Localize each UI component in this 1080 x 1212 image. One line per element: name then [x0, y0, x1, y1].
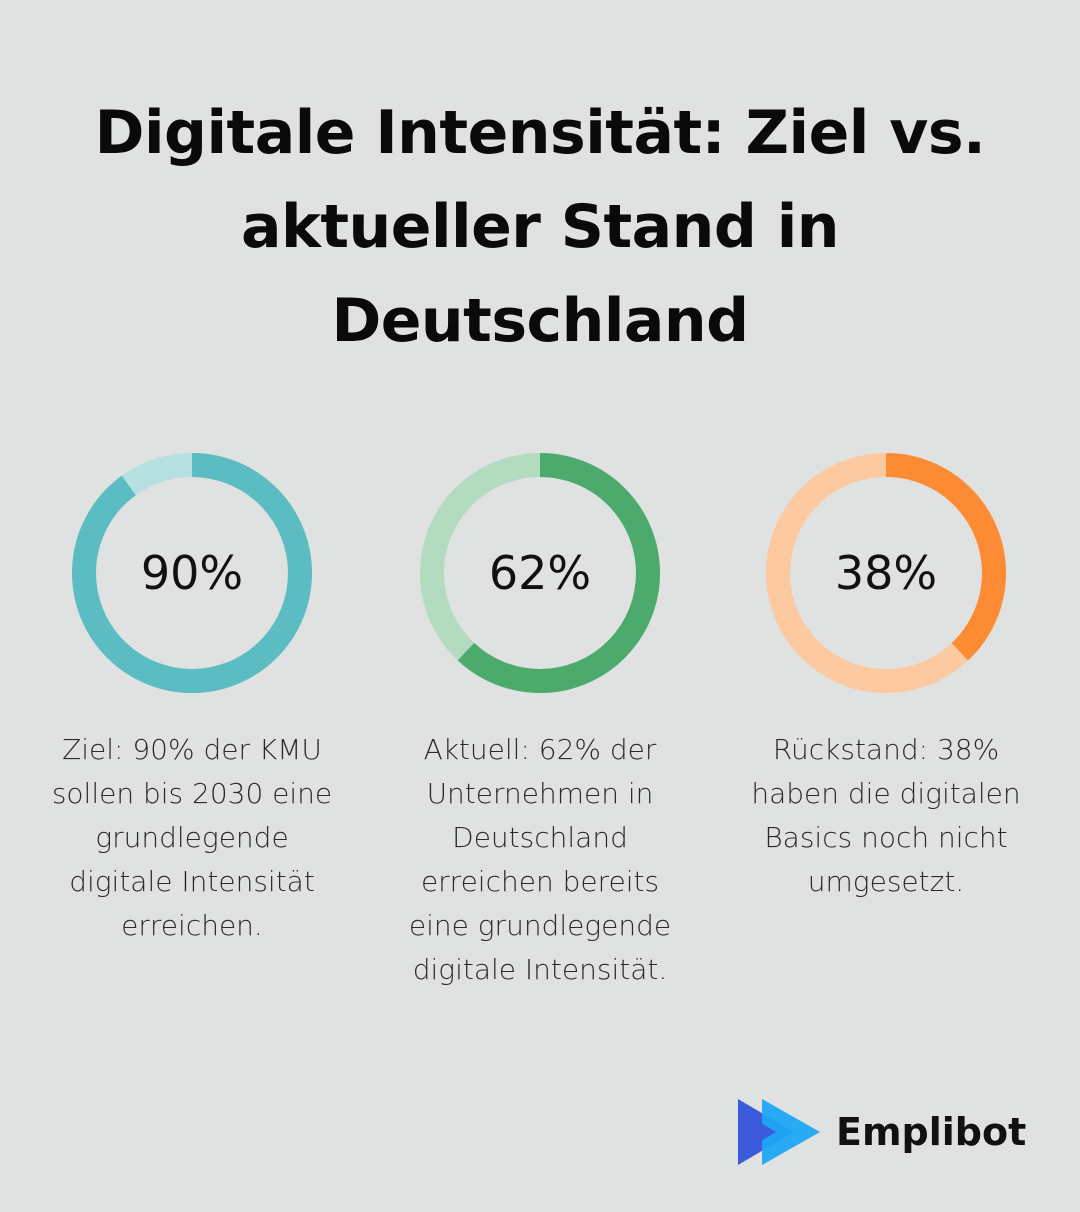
donut-value-arc: [72, 453, 312, 693]
stat-description: Ziel: 90% der KMU sollen bis 2030 eine g…: [51, 733, 333, 942]
donut-chart: 90%: [71, 452, 313, 694]
stat-card-goal: 90% Ziel: 90% der KMU sollen bis 2030 ei…: [42, 452, 342, 948]
brand-logo: Emplibot: [736, 1097, 1026, 1167]
chart-title: Digitale Intensität: Ziel vs. aktueller …: [94, 98, 986, 356]
donut-value-label: 90%: [140, 546, 244, 600]
donut-svg: [72, 453, 312, 693]
stat-description: Aktuell: 62% der Unternehmen in Deutschl…: [408, 733, 672, 986]
donut-chart: 62%: [419, 452, 661, 694]
play-arrow-logo-icon: [738, 1099, 820, 1165]
donut-value-arc: [766, 453, 1006, 693]
donut-value-arc: [420, 453, 660, 693]
donut-svg: [420, 453, 660, 693]
stat-card-current: 62% Aktuell: 62% der Unternehmen in Deut…: [390, 452, 690, 992]
donut-value-label: 38%: [834, 546, 938, 600]
donut-chart: 38%: [765, 452, 1007, 694]
brand-name: Emplibot: [836, 1110, 1027, 1154]
donut-svg: [766, 453, 1006, 693]
stat-description: Rückstand: 38% haben die digitalen Basic…: [751, 733, 1021, 898]
stat-card-gap: 38% Rückstand: 38% haben die digitalen B…: [736, 452, 1036, 904]
donut-value-label: 62%: [488, 546, 592, 600]
